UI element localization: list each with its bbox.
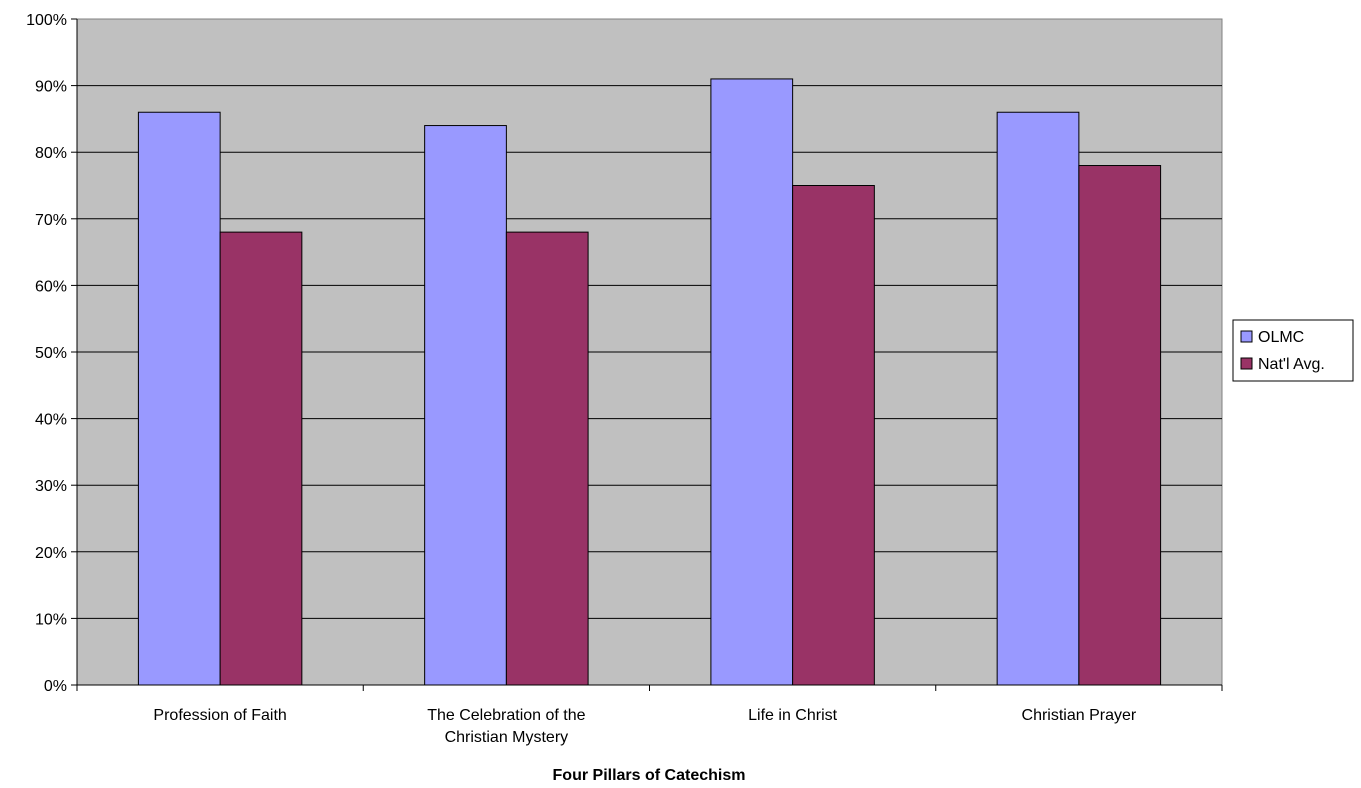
bars [137, 78, 1162, 686]
legend-label-natl-avg: Nat'l Avg. [1258, 356, 1325, 373]
y-tick-label: 0% [44, 678, 67, 695]
y-tick-label: 50% [35, 345, 67, 362]
x-tick-label: Christian Prayer [1022, 707, 1137, 724]
y-tick-label: 70% [35, 212, 67, 229]
y-tick-label: 80% [35, 145, 67, 162]
axes [71, 18, 1223, 691]
y-tick-label: 10% [35, 611, 67, 628]
x-tick-label: Life in Christ [748, 707, 837, 724]
y-tick-label: 90% [35, 79, 67, 96]
bar-nat-l-avg-3 [792, 185, 875, 686]
y-tick-label: 30% [35, 478, 67, 495]
bar-olmc-1 [137, 111, 221, 686]
bar-nat-l-avg-4 [1078, 165, 1162, 686]
y-tick-label: 40% [35, 412, 67, 429]
bar-nat-l-avg-1 [219, 231, 303, 686]
bar-nat-l-avg-2 [505, 231, 589, 686]
y-tick-label: 100% [26, 12, 67, 29]
x-tick-label: Profession of Faith [153, 707, 286, 724]
legend: OLMC Nat'l Avg. [1232, 319, 1354, 382]
y-tick-label: 60% [35, 278, 67, 295]
bar-olmc-4 [996, 111, 1080, 686]
x-tick-labels: Profession of Faith The Celebration of th… [153, 707, 1136, 746]
legend-swatch-natl-avg [1240, 357, 1253, 370]
legend-box [1232, 319, 1354, 382]
x-tick-label: Christian Mystery [445, 729, 569, 746]
x-axis-title: Four Pillars of Catechism [553, 767, 746, 784]
y-tick-labels: 0% 10% 20% 30% 40% 50% 60% 70% 80% 90% 100% [26, 12, 67, 695]
bar-olmc-3 [710, 78, 794, 686]
legend-label-olmc: OLMC [1258, 329, 1304, 346]
bar-olmc-2 [424, 125, 507, 686]
y-tick-label: 20% [35, 545, 67, 562]
legend-swatch-olmc [1240, 330, 1253, 343]
x-tick-label: The Celebration of the [427, 707, 585, 724]
